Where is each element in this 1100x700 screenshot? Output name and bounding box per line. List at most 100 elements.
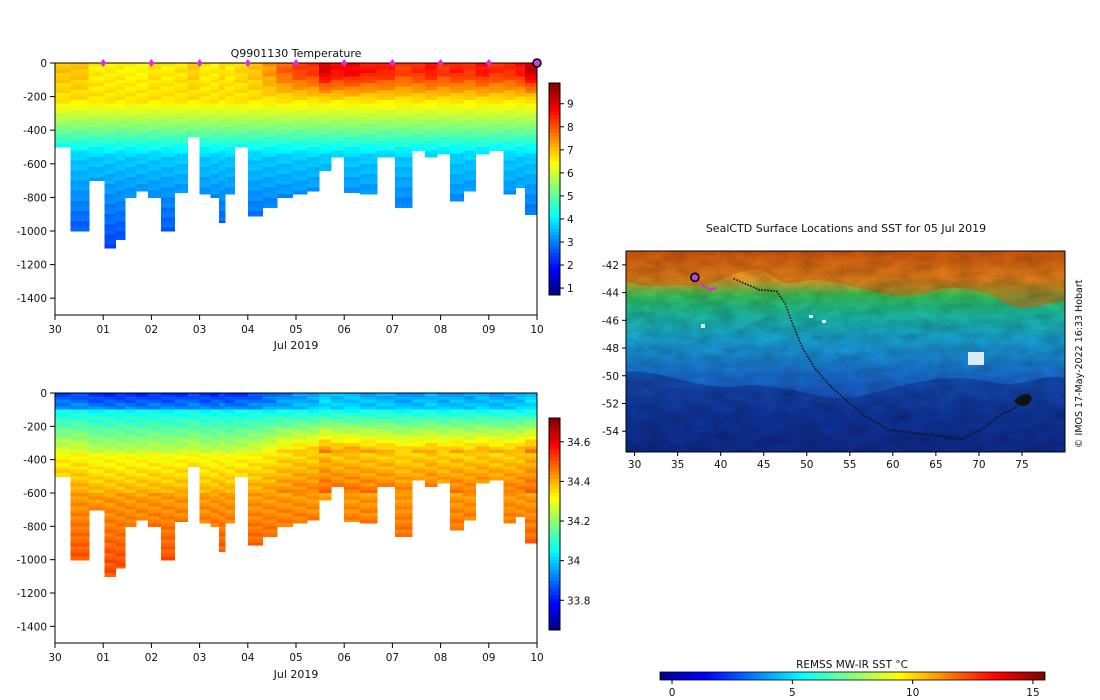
temperature-cell [394,190,413,195]
temperature-cell [262,163,278,168]
temperature-cell [199,63,212,67]
temperature-cell [218,220,226,224]
salinity-cell [376,473,396,477]
salinity-cell [124,436,137,441]
temperature-cell [70,157,90,162]
temperature-cell [394,163,413,168]
y-tick-label: -200 [23,92,47,104]
temperature-cell [234,120,249,125]
salinity-cell [318,423,332,427]
salinity-cell [247,536,263,541]
surface-markers [100,58,542,68]
salinity-cell [488,416,504,421]
salinity-cell [475,446,490,451]
temperature-cell [218,177,226,182]
salinity-cell [330,479,345,484]
temperature-cell [104,197,116,202]
salinity-cell [104,546,116,551]
salinity-cell [524,433,538,437]
salinity-cell [161,533,175,537]
temperature-cell [450,116,465,121]
salinity-cell [524,519,538,524]
temperature-cell [330,63,345,67]
salinity-cell [394,506,413,511]
temperature-cell [174,143,189,148]
salinity-cell [524,466,538,471]
colorbar-band [549,605,560,610]
salinity-cell [174,473,189,477]
salinity-cell [104,399,116,404]
temperature-cell [450,83,465,88]
colorbar-tick-label: 1 [567,283,574,295]
temperature-cell [224,69,236,74]
salinity-cell [115,396,126,401]
salinity-cell [174,463,189,467]
salinity-cell [394,433,413,437]
temperature-cell [424,153,438,158]
temperature-cell [292,167,308,172]
temperature-cell [394,116,413,121]
temperature-cell [224,183,236,188]
salinity-cell [318,399,332,404]
temperature-cell [344,153,361,158]
salinity-cell [104,443,116,447]
temperature-cell [104,183,116,188]
temperature-cell [135,63,149,67]
salinity-cell [55,403,72,407]
temperature-cell [147,106,162,111]
temperature-cell [503,150,516,155]
temperature-cell [475,116,490,121]
temperature-cell [515,180,526,185]
temperature-cell [161,73,175,78]
salinity-cell [88,416,106,421]
temperature-cell [187,86,201,91]
temperature-cell [115,210,126,215]
temperature-cell [306,99,320,104]
temperature-cell [247,190,263,195]
salinity-cell [292,479,308,484]
temperature-cell [450,136,465,141]
temperature-cell [210,180,220,185]
temperature-cell [276,170,293,175]
temperature-cell [247,69,263,74]
track-line [733,277,1023,441]
salinity-cell [224,413,236,417]
salinity-cell [174,489,189,494]
temperature-cell [330,103,345,108]
salinity-cell [115,546,126,551]
salinity-cell [411,476,426,481]
salinity-cell [210,419,220,424]
temperature-cell [376,123,396,128]
temperature-cell [174,130,189,135]
salinity-cell [488,393,504,397]
temperature-cell [475,83,490,88]
salinity-cell [187,413,201,417]
temperature-cell [199,73,212,78]
temperature-cell [161,143,175,148]
salinity-cell [344,403,361,407]
temperature-cell [187,123,201,128]
temperature-cell [262,143,278,148]
salinity-cell [174,416,189,421]
temperature-cell [218,63,226,67]
temperature-cell [394,96,413,101]
salinity-cell [135,399,149,404]
temperature-cell [70,106,90,111]
temperature-cell [174,73,189,78]
temperature-cell [463,143,477,148]
temperature-cell [359,157,378,162]
temperature-cell [210,113,220,118]
temperature-cell [104,163,116,168]
temperature-cell [147,190,162,195]
temperature-cell [394,173,413,178]
temperature-cell [161,113,175,118]
temperature-cell [359,63,378,67]
temperature-cell [247,110,263,114]
temperature-cell [463,93,477,98]
temperature-cell [88,73,106,78]
temperature-cell [306,120,320,125]
temperature-cell [463,89,477,94]
temperature-cell [247,130,263,135]
salinity-cell [424,426,438,431]
temperature-cell [88,116,106,121]
